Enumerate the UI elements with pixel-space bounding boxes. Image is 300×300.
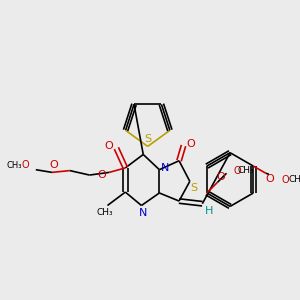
Text: O: O xyxy=(217,172,226,182)
Text: O: O xyxy=(265,174,274,184)
Text: O: O xyxy=(186,139,195,149)
Text: O: O xyxy=(98,170,106,180)
Text: S: S xyxy=(144,134,151,144)
Text: O: O xyxy=(233,166,241,176)
Text: H: H xyxy=(205,206,214,216)
Text: O: O xyxy=(105,140,114,151)
Text: CH₃: CH₃ xyxy=(7,161,22,170)
Text: S: S xyxy=(190,183,197,193)
Text: N: N xyxy=(139,208,147,218)
Text: CH₃: CH₃ xyxy=(96,208,113,217)
Text: O: O xyxy=(21,160,29,170)
Text: N: N xyxy=(160,163,169,173)
Text: O: O xyxy=(282,175,290,184)
Text: O: O xyxy=(49,160,58,170)
Text: CH₃: CH₃ xyxy=(238,166,254,175)
Text: CH₃: CH₃ xyxy=(288,175,300,184)
